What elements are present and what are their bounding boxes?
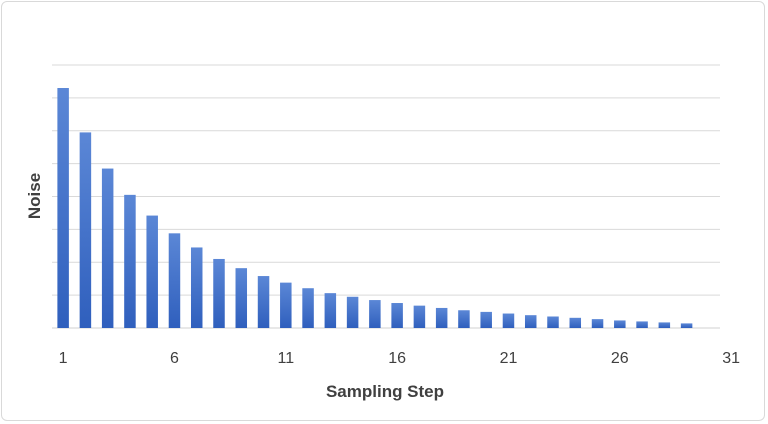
bar-step-28 [658,322,671,328]
bar-step-11 [280,282,292,328]
bar-step-7 [190,247,203,328]
bar-step-5 [146,215,158,328]
bar-step-15 [369,300,381,328]
x-axis-title: Sampling Step [326,382,444,401]
bar-step-8 [213,258,225,328]
bar-step-10 [257,276,270,328]
x-tick-labels: 1 6 11 16 21 26 31 [59,350,740,367]
gridlines [52,64,720,329]
bar-step-14 [346,296,359,328]
bar-step-4 [124,194,136,328]
bar-step-26 [614,320,626,328]
bar-step-13 [324,293,337,328]
x-tick-label: 1 [59,350,68,367]
bar-step-3 [101,168,114,328]
bar-step-1 [57,88,69,328]
bar-step-29 [680,323,693,328]
bars [57,88,693,328]
x-tick-label: 31 [722,350,740,367]
bar-step-9 [235,268,248,328]
bar-step-20 [480,311,492,328]
bar-step-17 [413,305,426,328]
x-tick-label: 16 [388,350,406,367]
bar-step-19 [458,310,470,328]
bar-step-23 [547,316,559,328]
bar-step-18 [435,307,448,328]
bar-step-21 [502,313,515,328]
y-axis-title: Noise [25,173,44,219]
x-tick-label: 21 [500,350,518,367]
x-tick-label: 26 [611,350,629,367]
bar-step-16 [391,303,403,328]
bar-step-24 [569,317,582,328]
bar-step-12 [302,288,314,328]
bar-step-2 [79,132,92,328]
bar-step-22 [524,315,537,328]
bar-step-6 [168,233,181,328]
x-tick-label: 11 [277,350,294,367]
x-tick-label: 6 [170,350,179,367]
bar-step-27 [636,321,648,328]
bar-step-25 [591,319,604,328]
